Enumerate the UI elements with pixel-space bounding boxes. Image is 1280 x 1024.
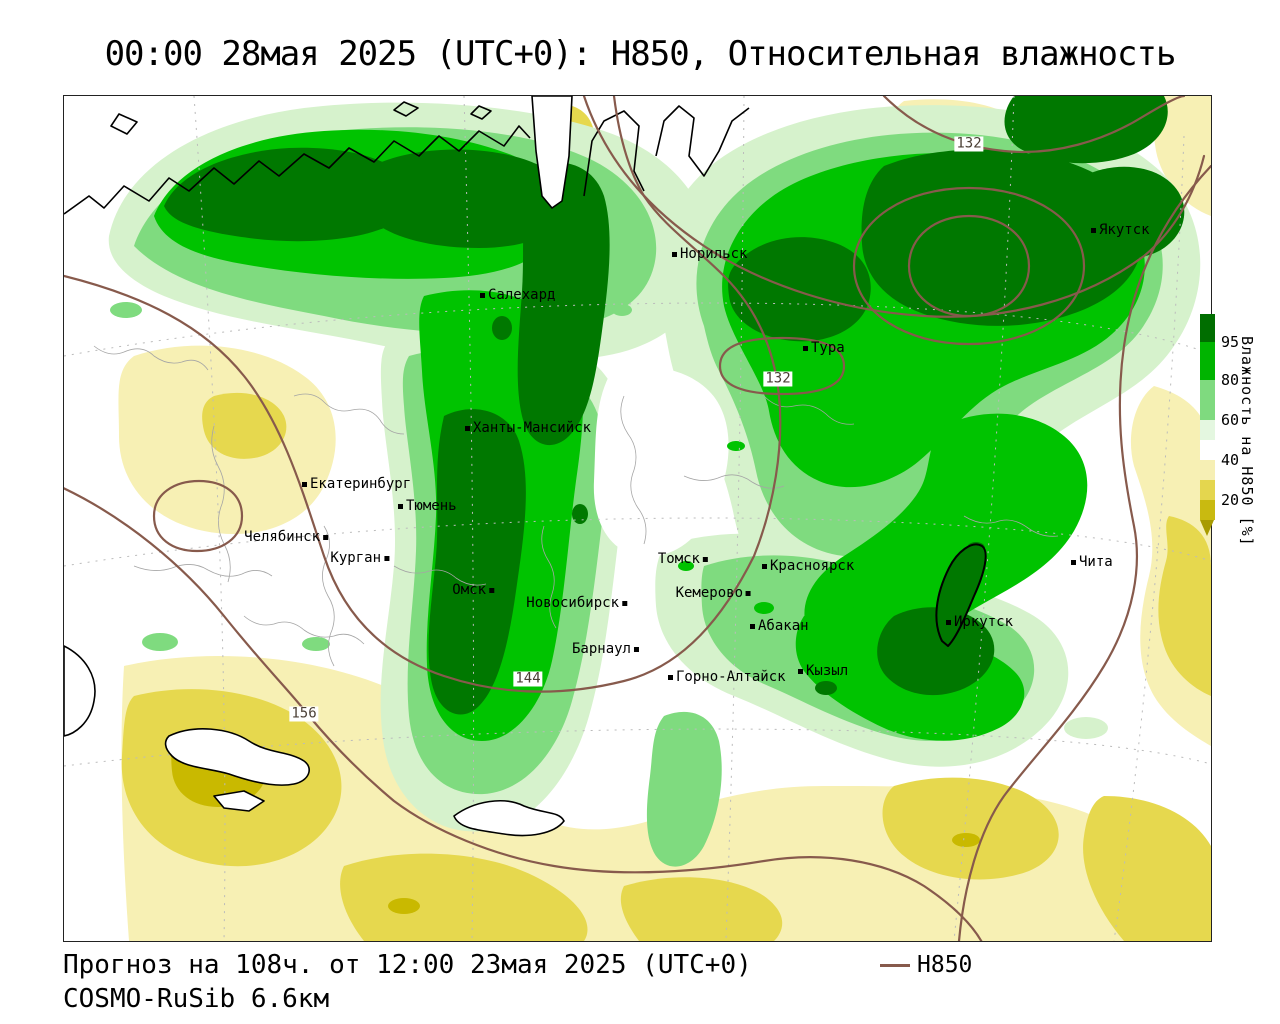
city-marker: Салехард: [480, 288, 555, 302]
city-marker: Новосибирск: [526, 596, 627, 610]
colorbar: 95 80 60 40 20: [1200, 314, 1260, 536]
colorbar-segment: [1200, 500, 1215, 520]
city-dot-icon: [668, 674, 673, 680]
city-marker: Красноярск: [762, 559, 854, 573]
city-label: Кемерово: [675, 585, 743, 601]
city-dot-icon: [798, 668, 803, 674]
city-dot-icon: [622, 600, 627, 606]
weather-map: Норильск Якутск Салехард Тура Ханты-Мансийск…: [63, 95, 1256, 942]
city-marker: Кызыл: [798, 664, 848, 678]
humidity-fill-layer: [108, 96, 1211, 941]
h850-legend: H850: [880, 952, 972, 978]
city-label: Томск: [657, 551, 700, 567]
city-dot-icon: [803, 345, 808, 351]
contour-value-label: 132: [954, 135, 984, 152]
city-label: Красноярск: [770, 558, 855, 574]
city-label: Омск: [452, 582, 486, 598]
city-dot-icon: [672, 251, 677, 257]
city-dot-icon: [480, 292, 485, 298]
geopotential-contour-layer: [64, 96, 1211, 941]
colorbar-segment: [1200, 440, 1215, 460]
model-caption: COSMO-RuSib 6.6км: [63, 984, 330, 1014]
colorbar-segment: [1200, 380, 1215, 420]
city-label: Ханты-Мансийск: [473, 420, 592, 436]
admin-border-layer: [93, 345, 1059, 667]
city-marker: Горно-Алтайск: [668, 670, 786, 684]
city-dot-icon: [750, 623, 755, 629]
city-dot-icon: [946, 619, 951, 625]
h850-legend-line-icon: [880, 963, 910, 967]
city-marker: Омск: [452, 583, 494, 597]
contour-value-label: 156: [289, 705, 319, 722]
city-marker: Иркутск: [946, 615, 1013, 629]
city-dot-icon: [465, 425, 470, 431]
contour-value-label: 144: [513, 670, 543, 687]
city-label: Новосибирск: [526, 595, 619, 611]
city-marker: Кемерово: [676, 586, 751, 600]
city-label: Кызыл: [806, 663, 849, 679]
city-marker: Барнаул: [572, 642, 639, 656]
h850-legend-label: H850: [917, 952, 973, 978]
city-label: Тура: [811, 340, 845, 356]
city-marker: Тюмень: [398, 499, 457, 513]
city-marker: Тура: [803, 341, 845, 355]
city-dot-icon: [302, 481, 307, 487]
forecast-caption: Прогноз на 108ч. от 12:00 23мая 2025 (UT…: [63, 950, 752, 980]
city-label: Челябинск: [244, 529, 320, 545]
city-dot-icon: [398, 503, 403, 509]
colorbar-segment: [1200, 480, 1215, 500]
page-title: 00:00 28мая 2025 (UTC+0): H850, Относите…: [104, 34, 1177, 74]
colorbar-tick-label: 60: [1221, 411, 1240, 429]
city-dot-icon: [384, 555, 389, 561]
colorbar-tick-label: 95: [1221, 333, 1240, 351]
city-marker: Челябинск: [244, 530, 328, 544]
city-label: Екатеринбург: [310, 476, 412, 492]
graticule-layer: [64, 96, 1211, 941]
colorbar-segment: [1200, 342, 1215, 380]
city-layer: Норильск Якутск Салехард Тура Ханты-Мансийск…: [64, 96, 1211, 941]
colorbar-arrow: [1200, 520, 1214, 536]
city-marker: Курган: [330, 551, 389, 565]
contour-value-label: 132: [763, 370, 793, 387]
city-label: Салехард: [488, 287, 556, 303]
colorbar-segment: [1200, 460, 1215, 480]
colorbar-segments: [1200, 314, 1215, 520]
city-label: Горно-Алтайск: [676, 669, 786, 685]
colorbar-tick-label: 20: [1221, 491, 1240, 509]
city-dot-icon: [746, 590, 751, 596]
city-dot-icon: [1071, 559, 1076, 565]
city-label: Барнаул: [571, 641, 631, 657]
city-label: Чита: [1079, 554, 1113, 570]
city-marker: Екатеринбург: [302, 477, 411, 491]
city-label: Якутск: [1099, 222, 1150, 238]
city-dot-icon: [762, 563, 767, 569]
map-canvas: [64, 96, 1211, 941]
city-label: Курган: [330, 550, 381, 566]
city-marker: Чита: [1071, 555, 1113, 569]
city-dot-icon: [1091, 227, 1096, 233]
city-marker: Ханты-Мансийск: [465, 421, 591, 435]
city-marker: Абакан: [750, 619, 809, 633]
city-marker: Якутск: [1091, 223, 1150, 237]
city-dot-icon: [323, 534, 328, 540]
colorbar-segment: [1200, 314, 1215, 342]
colorbar-tick-label: 80: [1221, 371, 1240, 389]
city-label: Иркутск: [954, 614, 1014, 630]
city-dot-icon: [703, 556, 708, 562]
colorbar-tick-label: 40: [1221, 451, 1240, 469]
city-label: Тюмень: [406, 498, 457, 514]
colorbar-axis-label: Влажность на H850 [%]: [1238, 336, 1256, 547]
city-label: Абакан: [758, 618, 809, 634]
city-dot-icon: [634, 646, 639, 652]
city-marker: Норильск: [672, 247, 747, 261]
city-label: Норильск: [680, 246, 748, 262]
city-dot-icon: [489, 587, 494, 593]
contour-label-layer: 132 132 144 156: [64, 96, 1211, 941]
colorbar-segment: [1200, 420, 1215, 440]
city-marker: Томск: [658, 552, 708, 566]
